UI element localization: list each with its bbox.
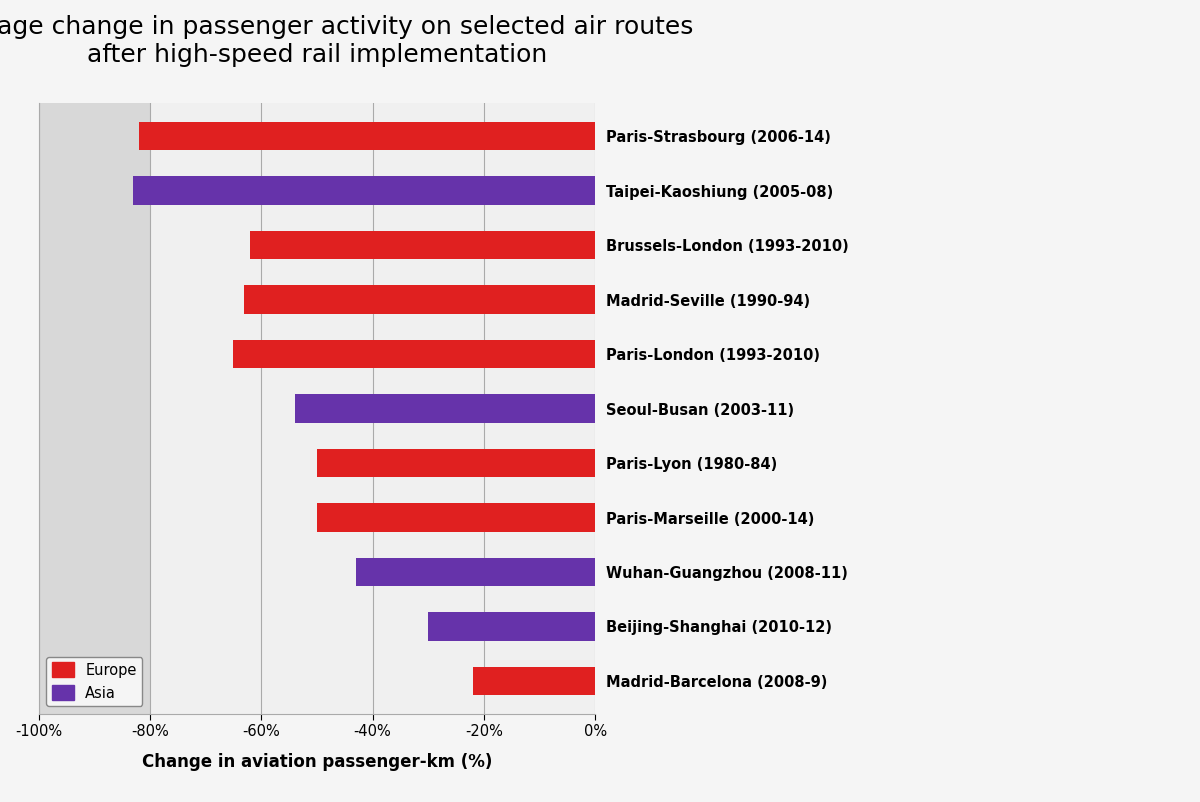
Bar [317,449,595,477]
Bar [245,286,595,314]
Bar [133,176,595,205]
Bar [38,103,150,714]
Title: Average change in passenger activity on selected air routes
after high-speed rai: Average change in passenger activity on … [0,15,694,67]
Bar [356,558,595,586]
Bar [428,612,595,641]
Legend: Europe, Asia: Europe, Asia [46,657,143,707]
Bar [250,231,595,259]
Bar [139,122,595,150]
Bar [294,395,595,423]
Bar [233,340,595,368]
Bar [317,504,595,532]
X-axis label: Change in aviation passenger-km (%): Change in aviation passenger-km (%) [142,753,492,771]
Bar [473,666,595,695]
